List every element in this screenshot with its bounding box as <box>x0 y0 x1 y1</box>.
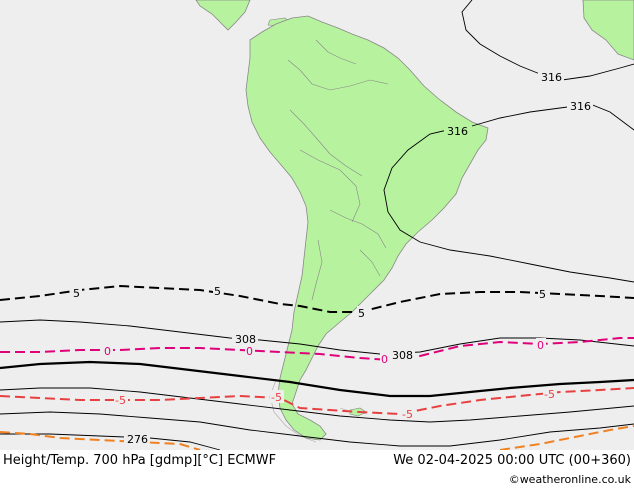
contour-292 <box>0 387 634 423</box>
africa-landmass <box>582 0 634 61</box>
label-h308-b: 308 <box>392 349 413 362</box>
map-caption: Height/Temp. 700 hPa [gdmp][°C] ECMWF <box>3 453 277 468</box>
contour-284 <box>0 411 634 447</box>
label-t5-a: 5 <box>73 287 80 300</box>
height-contours <box>0 0 634 451</box>
label-h316-b: 316 <box>570 100 591 113</box>
label-t5-d: 5 <box>539 288 546 301</box>
temp-contour-minus10 <box>0 431 201 451</box>
label-t5-b: 5 <box>214 285 221 298</box>
label-h316-c: 316 <box>447 125 468 138</box>
contour-300 <box>0 360 634 398</box>
label-tm5-c: -5 <box>402 408 413 421</box>
label-tm5-b: -5 <box>271 391 282 404</box>
south-america-landmass <box>245 15 489 441</box>
label-tm5-d: -5 <box>544 388 555 401</box>
temp-contour-minus10-right <box>499 425 634 451</box>
temp-contour-5 <box>0 284 634 313</box>
temp-contour-0 <box>0 337 634 362</box>
contour-labels: 316 316 316 308 308 276 5 5 5 5 0 0 0 <box>72 70 593 446</box>
contour-316-loop <box>383 127 634 283</box>
label-t0-d: 0 <box>537 339 544 352</box>
label-h316-a: 316 <box>541 71 562 84</box>
label-t5-c: 5 <box>358 307 365 320</box>
label-h276: 276 <box>127 433 148 446</box>
label-t0-c: 0 <box>381 353 388 366</box>
label-h308-a: 308 <box>235 333 256 346</box>
footer-background <box>0 450 634 490</box>
temperature-contours <box>0 284 634 451</box>
temp-contour-minus5 <box>0 387 634 416</box>
contour-308 <box>0 319 634 355</box>
label-tm5-a: -5 <box>115 394 126 407</box>
credit-link[interactable]: ©weatheronline.co.uk <box>508 473 631 486</box>
label-t0-b: 0 <box>246 345 253 358</box>
valid-time-label: We 02-04-2025 00:00 UTC (00+360) <box>393 453 631 468</box>
central-america-landmass <box>195 0 251 31</box>
label-t0-a: 0 <box>104 345 111 358</box>
contour-316-top <box>461 0 634 81</box>
country-borders <box>287 39 389 301</box>
